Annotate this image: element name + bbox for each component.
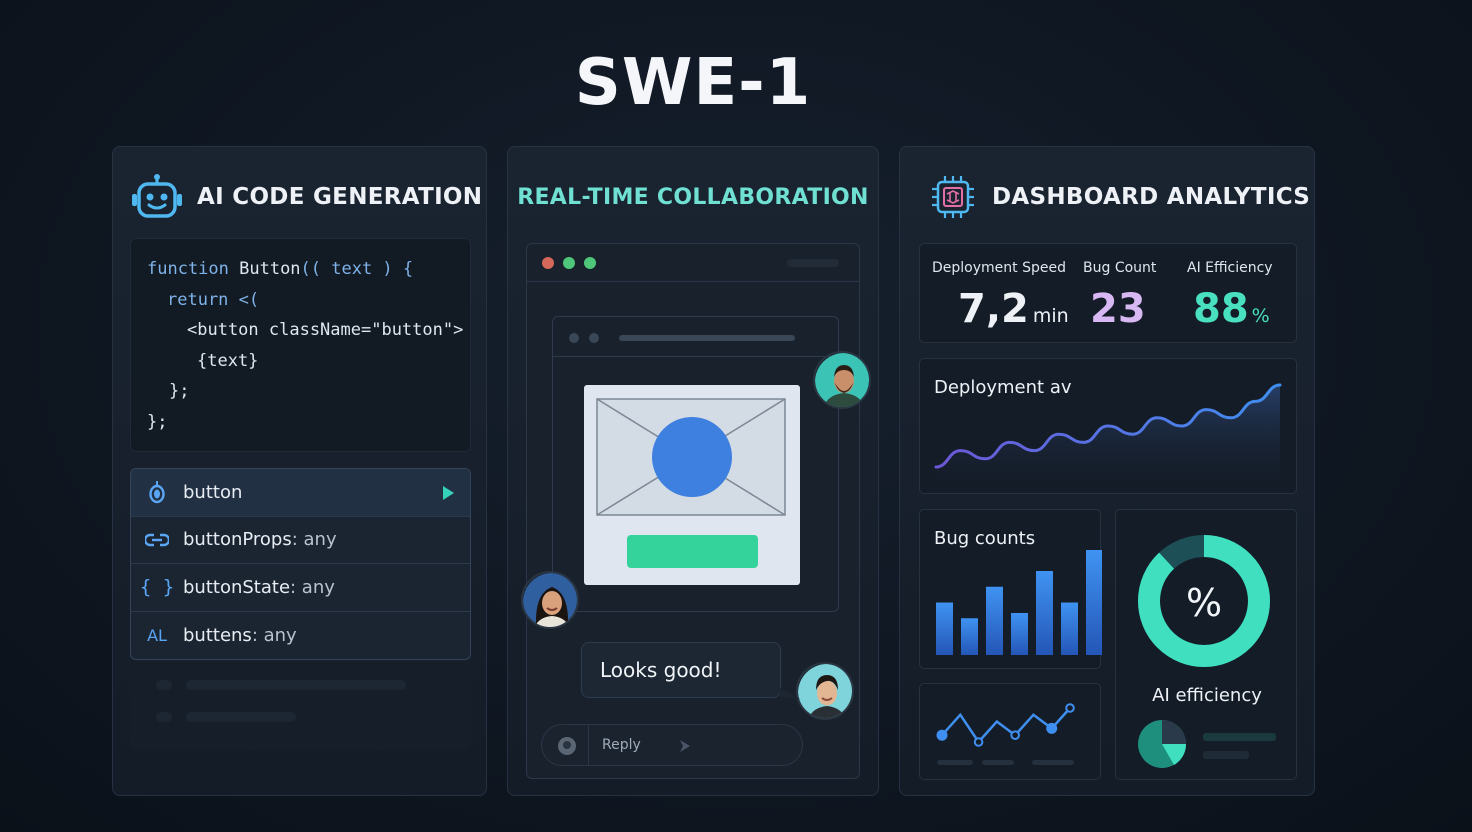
variable-icon [149, 481, 165, 504]
chat-message: Looks good! [581, 642, 781, 698]
bug-bar [961, 618, 978, 655]
panel-title: REAL-TIME COLLABORATION [517, 184, 869, 210]
dashboard-analytics-panel: DASHBOARD ANALYTICS Deployment Speed Bug… [899, 146, 1315, 796]
window-maximize-dot[interactable] [584, 257, 596, 269]
panel-header: DASHBOARD ANALYTICS [930, 173, 1314, 221]
mini-pie-icon [1138, 720, 1187, 768]
braces-icon: { } [139, 576, 175, 599]
emoji-icon [558, 737, 576, 755]
bug-bar [1011, 613, 1028, 655]
bug-bar [936, 602, 953, 655]
deployment-chart-title: Deployment av [934, 377, 1072, 398]
bug-bar [1061, 602, 1078, 655]
trend-point [1065, 703, 1075, 713]
kpi-card: Deployment Speed Bug Count AI Efficiency… [919, 243, 1297, 343]
collaborator-avatar-man[interactable] [813, 351, 871, 409]
play-icon[interactable] [443, 486, 454, 500]
ai-code-generation-panel: AI CODE GENERATION function Button(( tex… [112, 146, 487, 796]
trend-point [1046, 722, 1058, 734]
panel-title: AI CODE GENERATION [197, 184, 483, 210]
kpi-label-ai-efficiency: AI Efficiency [1187, 260, 1273, 276]
image-placeholder-icon [596, 398, 786, 568]
browser-window: Looks good! Reply [526, 243, 860, 779]
code-line: <button className="button"> [187, 320, 464, 340]
collaborator-avatar-woman[interactable] [521, 571, 579, 629]
trend-line-card [919, 683, 1101, 780]
code-line: return <( [167, 289, 260, 310]
bug-bar [1036, 571, 1053, 655]
code-line: function Button(( text ) { [147, 259, 414, 279]
collaborator-avatar-person[interactable] [796, 662, 854, 720]
trend-line-chart [936, 703, 1075, 747]
reply-placeholder: Reply [602, 737, 641, 753]
suggestion-item[interactable]: button [131, 469, 470, 517]
trend-point [936, 729, 948, 741]
suggestion-item[interactable]: { } buttonState: any [131, 564, 470, 612]
autocomplete-list: button buttonProps: any { } buttonState:… [130, 468, 471, 660]
ai-text-icon: AL [147, 625, 167, 645]
code-line: }; [169, 381, 190, 401]
trend-point [973, 737, 984, 747]
chat-tail-icon [778, 687, 800, 699]
deployment-area-chart [934, 383, 1282, 495]
suggestion-item[interactable]: buttonProps: any [131, 517, 470, 564]
bug-bar [1086, 550, 1102, 655]
ghost-placeholder [130, 662, 471, 750]
efficiency-symbol: % [1186, 581, 1222, 625]
efficiency-donut-chart: % [1138, 535, 1270, 667]
wireframe-mockup[interactable] [584, 385, 800, 585]
window-close-dot[interactable] [542, 257, 554, 269]
efficiency-label: AI efficiency [1152, 685, 1262, 706]
bug-bar [986, 586, 1003, 655]
kpi-value-ai-efficiency: 88% [1193, 286, 1270, 332]
kpi-label-bug-count: Bug Count [1083, 260, 1157, 276]
code-editor[interactable]: function Button(( text ) { return <( <bu… [130, 238, 471, 452]
chip-icon [932, 176, 974, 218]
panel-header: AI CODE GENERATION [131, 173, 486, 221]
panel-header: REAL-TIME COLLABORATION [508, 173, 878, 221]
window-minimize-dot[interactable] [563, 257, 575, 269]
real-time-collaboration-panel: REAL-TIME COLLABORATION [507, 146, 879, 796]
bug-bar-chart [936, 550, 1102, 655]
code-line: }; [147, 411, 168, 432]
bug-counts-card: Bug counts [919, 509, 1102, 669]
deployment-chart-card: Deployment av [919, 358, 1297, 495]
ai-efficiency-card: % AI efficiency [1115, 509, 1297, 780]
browser-titlebar [527, 244, 859, 282]
design-preview-window [552, 316, 839, 612]
link-icon [145, 533, 169, 546]
kpi-value-bug-count: 23 [1090, 286, 1146, 332]
send-icon[interactable] [679, 739, 691, 753]
bug-chart-title: Bug counts [934, 528, 1036, 549]
code-line: {text} [197, 350, 259, 371]
suggestion-item[interactable]: AL buttens: any [131, 612, 470, 660]
kpi-value-deployment-speed: 7,2 min [958, 286, 1069, 332]
trend-point [1010, 730, 1020, 741]
mock-button [627, 535, 758, 568]
robot-icon [132, 174, 182, 218]
kpi-label-deployment-speed: Deployment Speed [932, 260, 1066, 276]
panel-title: DASHBOARD ANALYTICS [992, 184, 1311, 210]
page-title: SWE-1 [574, 46, 812, 120]
reply-input[interactable]: Reply [541, 724, 803, 766]
